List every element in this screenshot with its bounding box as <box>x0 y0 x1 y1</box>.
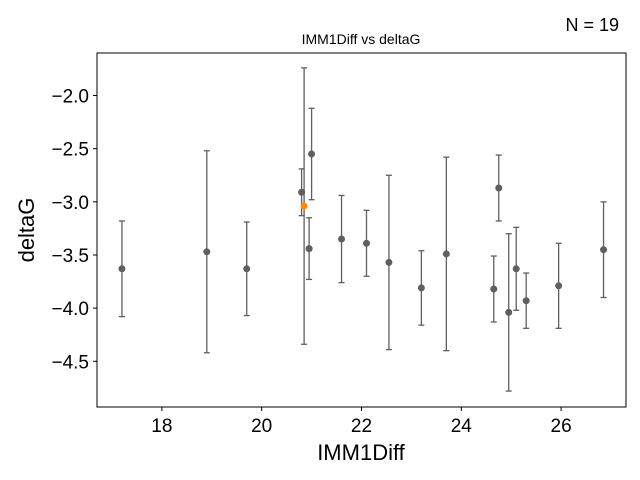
x-tick-label-18: 18 <box>151 416 172 437</box>
y-tick-label--3.5: −3.5 <box>51 246 89 267</box>
data-point-11 <box>417 284 425 292</box>
data-point-1 <box>118 265 126 273</box>
data-point-2 <box>203 248 211 256</box>
x-tick-label-24: 24 <box>451 416 473 437</box>
y-tick-label--4: −4.0 <box>51 299 89 320</box>
data-point-9 <box>362 239 370 247</box>
x-tick-label-22: 22 <box>351 416 372 437</box>
data-point-14 <box>495 184 503 192</box>
data-point-19 <box>600 246 608 254</box>
highlighted-point <box>300 202 308 210</box>
y-axis-ticks: −2.0 −2.5 −3.0 −3.5 −4.0 −4.5 <box>51 87 97 373</box>
data-point-3 <box>243 265 251 273</box>
data-point-12 <box>442 250 450 258</box>
data-point-4 <box>298 188 306 196</box>
x-axis-label: IMM1Diff <box>317 440 405 465</box>
data-point-10 <box>385 258 393 266</box>
x-tick-label-20: 20 <box>251 416 272 437</box>
data-point-17 <box>522 297 530 305</box>
y-tick-label--3: −3.0 <box>51 193 89 214</box>
y-tick-label--4.5: −4.5 <box>51 352 89 373</box>
chart-title: IMM1Diff vs deltaG <box>302 31 421 47</box>
x-tick-label-26: 26 <box>551 416 572 437</box>
plot-frame <box>96 52 627 408</box>
data-point-7 <box>308 150 316 158</box>
marker-layer <box>118 150 608 316</box>
sample-count-annotation: N = 19 <box>565 15 619 35</box>
data-point-15 <box>505 308 513 316</box>
y-tick-label--2: −2.0 <box>51 87 89 108</box>
data-point-6 <box>305 245 313 253</box>
data-point-13 <box>490 285 498 293</box>
x-axis-ticks: 18 20 22 24 26 <box>151 407 572 437</box>
data-point-18 <box>555 282 563 290</box>
data-point-8 <box>338 235 346 243</box>
y-axis-label: deltaG <box>14 198 39 263</box>
y-tick-label--2.5: −2.5 <box>51 140 89 161</box>
data-point-16 <box>512 265 520 273</box>
